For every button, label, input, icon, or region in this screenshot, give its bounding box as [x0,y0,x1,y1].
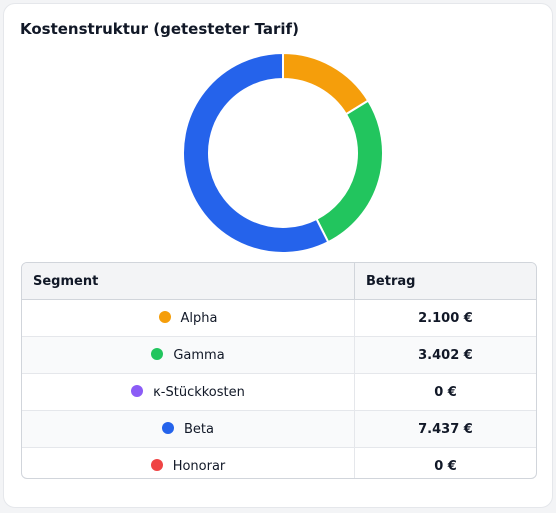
chart-title: Kostenstruktur (getesteter Tarif) [20,20,299,38]
table-row: Beta 7.437 € [22,410,536,448]
table-row: Alpha 2.100 € [22,299,536,337]
donut-chart [182,51,384,254]
table-row: Gamma 3.402 € [22,336,536,374]
column-header-amount: Betrag [354,263,536,300]
color-dot-icon [150,459,163,471]
segment-label: Gamma [173,347,225,363]
amount-cell: 3.402 € [354,336,536,374]
segment-cell: Alpha [22,299,355,337]
segment-label: Honorar [172,458,226,474]
color-dot-icon [151,348,164,360]
segment-table: Segment Betrag Alpha 2.100 € Gamma 3.402… [22,263,536,478]
table-row: Honorar 0 € [22,447,536,478]
amount-cell: 0 € [434,458,457,474]
color-dot-icon [131,385,144,397]
segment-cell: Beta [22,410,355,448]
segment-cell: Gamma [22,336,355,374]
amount-cell: 7.437 € [354,410,536,448]
donut-slice-gamma [315,99,384,244]
segment-label: Beta [184,421,214,437]
column-header-segment: Segment [22,263,355,300]
amount-cell: 0 € [354,373,536,411]
table-row: κ-Stückkosten 0 € [22,373,536,411]
cost-structure-card: Kostenstruktur (getesteter Tarif) Segmen… [3,3,553,508]
legend-table: Segment Betrag Alpha 2.100 € Gamma 3.402… [21,262,537,479]
amount-cell: 2.100 € [354,299,536,337]
color-dot-icon [158,311,171,323]
table-header-row: Segment Betrag [22,263,536,300]
donut-slice-alpha [282,51,370,116]
color-dot-icon [162,422,174,434]
segment-cell: κ-Stückkosten [22,373,355,411]
segment-label: Alpha [180,310,218,326]
donut-slice-beta [182,51,330,254]
segment-cell: Honorar [22,447,355,478]
segment-label: κ-Stückkosten [153,384,245,400]
